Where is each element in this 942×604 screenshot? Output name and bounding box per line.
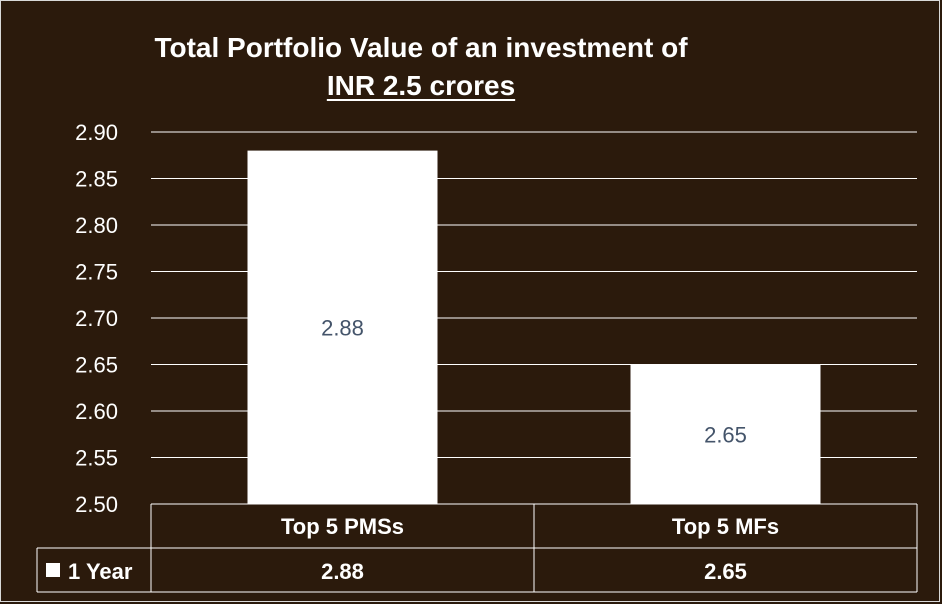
bar bbox=[247, 150, 438, 504]
y-tick-label: 2.85 bbox=[75, 167, 118, 192]
y-tick-label: 2.55 bbox=[75, 446, 118, 471]
bar bbox=[630, 364, 821, 504]
table-value: 2.65 bbox=[704, 559, 747, 584]
y-tick-label: 2.60 bbox=[75, 399, 118, 424]
data-label: 2.88 bbox=[321, 315, 364, 340]
data-label: 2.65 bbox=[704, 422, 747, 447]
y-tick-label: 2.70 bbox=[75, 306, 118, 331]
y-tick-label: 2.50 bbox=[75, 492, 118, 517]
y-tick-label: 2.80 bbox=[75, 213, 118, 238]
table-value: 2.88 bbox=[321, 559, 364, 584]
legend-label: 1 Year bbox=[68, 559, 133, 584]
legend-swatch bbox=[46, 563, 60, 577]
chart-title-line-2: INR 2.5 crores bbox=[326, 70, 516, 101]
category-label: Top 5 MFs bbox=[672, 514, 779, 539]
y-tick-label: 2.75 bbox=[75, 260, 118, 285]
y-tick-label: 2.65 bbox=[75, 353, 118, 378]
y-tick-label: 2.90 bbox=[75, 120, 118, 145]
chart-title-line-1: Total Portfolio Value of an investment o… bbox=[154, 32, 688, 63]
chart-title: Total Portfolio Value of an investment o… bbox=[1, 29, 841, 105]
category-label: Top 5 PMSs bbox=[281, 514, 404, 539]
